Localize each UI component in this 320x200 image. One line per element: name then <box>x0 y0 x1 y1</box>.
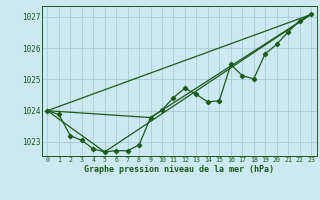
X-axis label: Graphe pression niveau de la mer (hPa): Graphe pression niveau de la mer (hPa) <box>84 165 274 174</box>
